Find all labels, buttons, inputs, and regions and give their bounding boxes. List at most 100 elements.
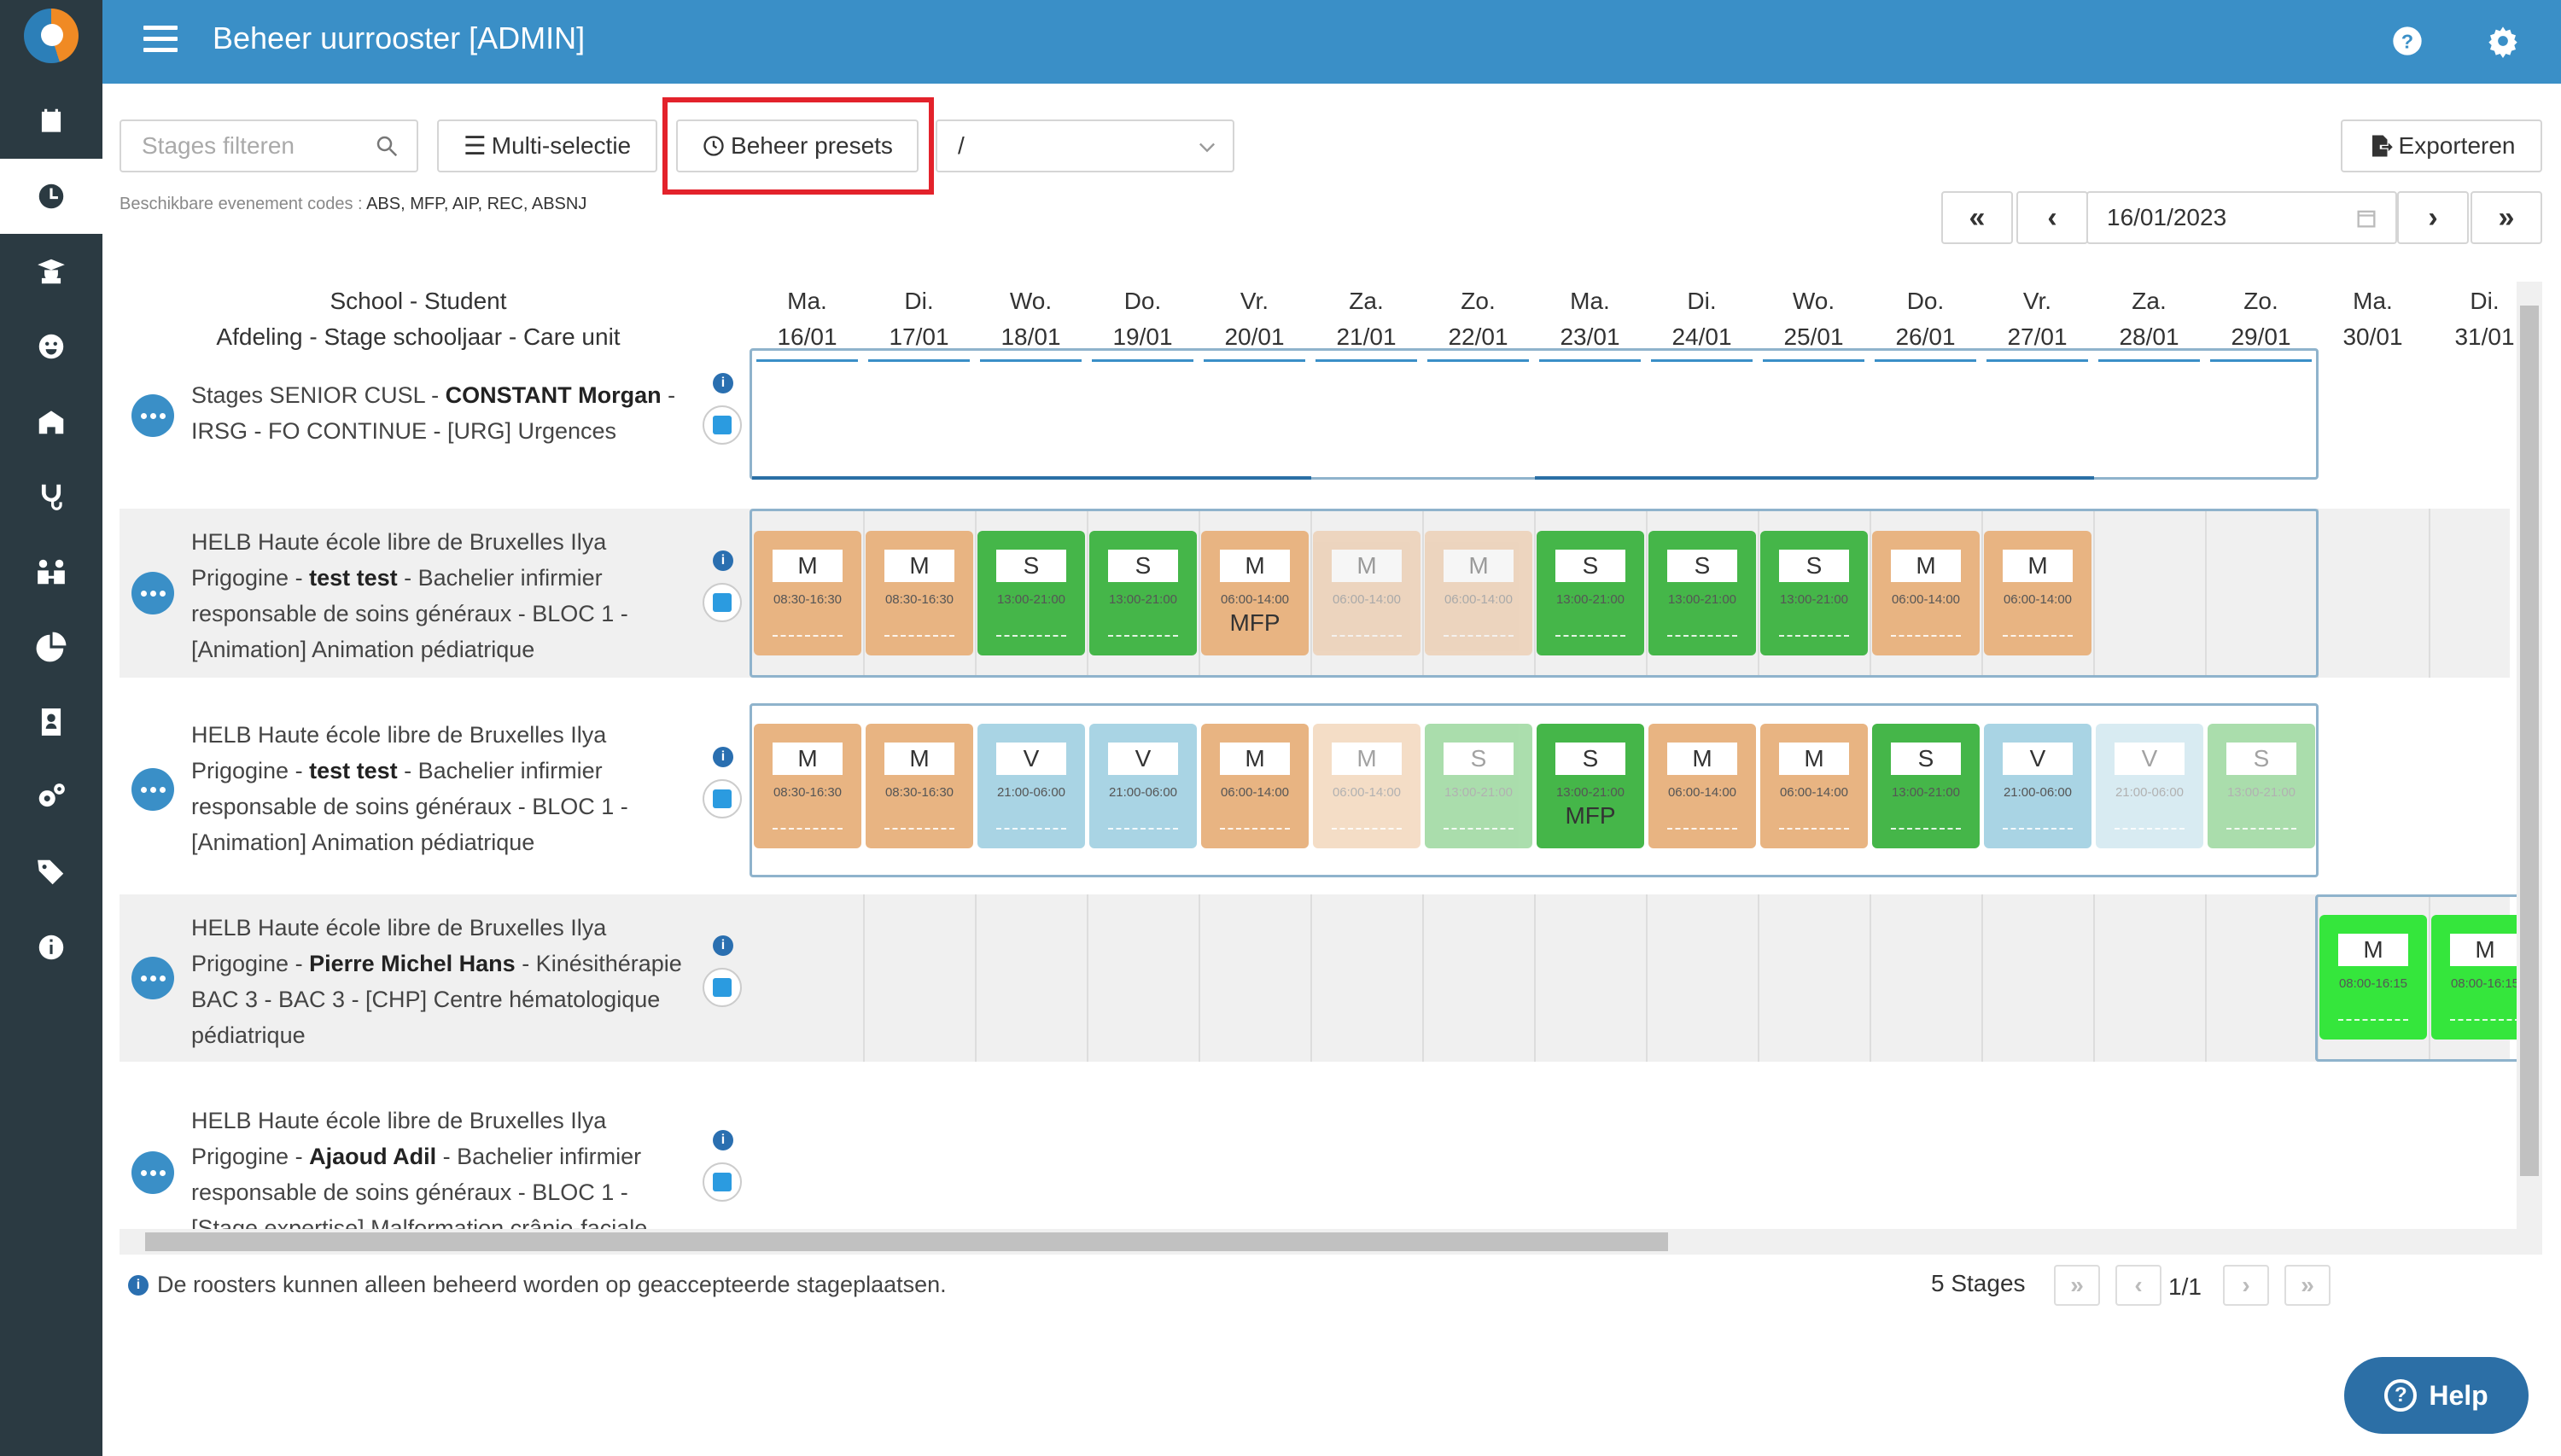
- shift-cell[interactable]: S 13:00-21:00: [1089, 531, 1197, 655]
- clock-icon[interactable]: [0, 159, 102, 234]
- row-options-button[interactable]: [131, 1151, 174, 1194]
- calendar-check-icon[interactable]: [703, 583, 742, 622]
- day-name: Wo.: [1009, 288, 1053, 314]
- row-header-line2: Afdeling - Stage schooljaar - Care unit: [216, 323, 621, 350]
- scroll-thumb[interactable]: [145, 1232, 1668, 1251]
- info-icon[interactable]: i: [713, 1130, 733, 1150]
- export-button[interactable]: Exporteren: [2341, 119, 2542, 172]
- prev-week-button[interactable]: ‹: [2016, 191, 2088, 244]
- pie-chart-icon[interactable]: [0, 609, 102, 684]
- shift-cell[interactable]: S 13:00-21:00: [1872, 724, 1980, 848]
- calendar-check-icon[interactable]: [703, 968, 742, 1007]
- shift-cell[interactable]: M 06:00-14:00: [1984, 531, 2091, 655]
- calendar-check-icon[interactable]: [703, 779, 742, 818]
- shift-cell[interactable]: S 13:00-21:00 MFP: [1537, 724, 1644, 848]
- shift-cell[interactable]: M 08:00-16:15: [2319, 915, 2427, 1040]
- shift-cell[interactable]: M 08:30-16:30: [866, 531, 973, 655]
- question-icon: ?: [2384, 1379, 2418, 1412]
- gear-icon[interactable]: [2486, 24, 2520, 58]
- people-icon[interactable]: [0, 534, 102, 609]
- info-icon[interactable]: i: [713, 747, 733, 767]
- next-page-button[interactable]: ›: [2223, 1265, 2269, 1306]
- row-options-button[interactable]: [131, 572, 174, 614]
- row-header: School - Student Afdeling - Stage school…: [120, 283, 717, 355]
- next-week-button[interactable]: ›: [2397, 191, 2469, 244]
- calendar-icon: [2357, 210, 2376, 228]
- help-button[interactable]: ? Help: [2344, 1357, 2529, 1434]
- id-card-icon[interactable]: [0, 684, 102, 760]
- scroll-thumb[interactable]: [2520, 306, 2539, 1176]
- day-date: 20/01: [1224, 323, 1285, 350]
- shift-cell[interactable]: S 13:00-21:00: [1760, 531, 1868, 655]
- shift-cell[interactable]: M 06:00-14:00: [1872, 531, 1980, 655]
- shift-cell[interactable]: V 21:00-06:00: [1984, 724, 2091, 848]
- last-week-button[interactable]: »: [2471, 191, 2542, 244]
- shift-cell[interactable]: M 08:30-16:30: [754, 531, 861, 655]
- hospital-icon[interactable]: [0, 384, 102, 459]
- info-icon[interactable]: [0, 910, 102, 985]
- shift-code: V: [996, 743, 1066, 775]
- row-school: HELB Haute école libre de Bruxelles Ilya…: [191, 722, 607, 783]
- shift-cell[interactable]: S 13:00-21:00: [2208, 724, 2315, 848]
- shift-time: 06:00-14:00: [1332, 785, 1402, 800]
- shift-code: S: [996, 550, 1066, 582]
- shift-time: 08:30-16:30: [884, 785, 954, 800]
- shift-time: 06:00-14:00: [1444, 592, 1514, 607]
- stage-period-frame: [750, 703, 2319, 877]
- help-circle-icon[interactable]: ?: [2390, 24, 2424, 58]
- shift-cell[interactable]: M 06:00-14:00: [1313, 724, 1421, 848]
- shift-cell[interactable]: M 06:00-14:00: [1313, 531, 1421, 655]
- info-icon[interactable]: i: [713, 373, 733, 393]
- shift-cell[interactable]: M 06:00-14:00: [1201, 724, 1309, 848]
- app-logo[interactable]: [24, 9, 79, 63]
- tags-icon[interactable]: [0, 835, 102, 910]
- info-icon[interactable]: i: [713, 935, 733, 956]
- shift-time: 08:00-16:15: [2450, 976, 2520, 991]
- shift-cell[interactable]: S 13:00-21:00: [977, 531, 1085, 655]
- shift-cell[interactable]: M 08:30-16:30: [866, 724, 973, 848]
- multi-select-button[interactable]: ☰ Multi-selectie: [437, 119, 657, 172]
- preset-select[interactable]: /: [936, 119, 1234, 172]
- search-input[interactable]: Stages filteren: [120, 119, 418, 172]
- shift-cell[interactable]: V 21:00-06:00: [977, 724, 1085, 848]
- student-icon[interactable]: [0, 234, 102, 309]
- row-options-button[interactable]: [131, 394, 174, 437]
- cogs-icon[interactable]: [0, 760, 102, 835]
- menu-icon[interactable]: [143, 26, 178, 56]
- shift-code: M: [773, 550, 843, 582]
- shift-code: V: [1108, 743, 1178, 775]
- row-options-button[interactable]: [131, 768, 174, 811]
- shift-time: 06:00-14:00: [1779, 785, 1849, 800]
- calendar-check-icon[interactable]: [703, 405, 742, 445]
- shift-cell[interactable]: S 13:00-21:00: [1537, 531, 1644, 655]
- shift-cell[interactable]: M 06:00-14:00: [1425, 531, 1532, 655]
- preset-select-value: /: [958, 132, 965, 159]
- shift-cell[interactable]: M 06:00-14:00: [1760, 724, 1868, 848]
- vertical-scrollbar[interactable]: [2517, 282, 2542, 1229]
- shift-cell[interactable]: M 06:00-14:00: [1648, 724, 1756, 848]
- last-page-button[interactable]: »: [2284, 1265, 2331, 1306]
- shift-cell[interactable]: S 13:00-21:00: [1425, 724, 1532, 848]
- first-week-button[interactable]: «: [1941, 191, 2013, 244]
- calendar-check-icon[interactable]: [703, 1162, 742, 1202]
- shift-code: S: [1444, 743, 1514, 775]
- prev-page-button[interactable]: ‹: [2115, 1265, 2161, 1306]
- info-icon[interactable]: i: [713, 550, 733, 571]
- date-input[interactable]: 16/01/2023: [2086, 191, 2397, 244]
- shift-cell[interactable]: M 06:00-14:00 MFP: [1201, 531, 1309, 655]
- row-options-button[interactable]: [131, 957, 174, 999]
- stethoscope-icon[interactable]: [0, 459, 102, 534]
- shift-cell[interactable]: S 13:00-21:00: [1648, 531, 1756, 655]
- shift-cell[interactable]: M 08:30-16:30: [754, 724, 861, 848]
- calendar-icon[interactable]: [0, 84, 102, 159]
- shift-cell[interactable]: V 21:00-06:00: [2096, 724, 2203, 848]
- search-placeholder: Stages filteren: [142, 132, 295, 159]
- shift-code: M: [884, 743, 954, 775]
- horizontal-scrollbar[interactable]: [120, 1229, 2542, 1255]
- chevron-down-icon: [1199, 143, 1215, 153]
- first-page-button[interactable]: »: [2054, 1265, 2100, 1306]
- manage-presets-button[interactable]: Beheer presets: [676, 119, 919, 172]
- shift-time: 21:00-06:00: [2003, 785, 2073, 800]
- shift-cell[interactable]: V 21:00-06:00: [1089, 724, 1197, 848]
- smiley-icon[interactable]: [0, 309, 102, 384]
